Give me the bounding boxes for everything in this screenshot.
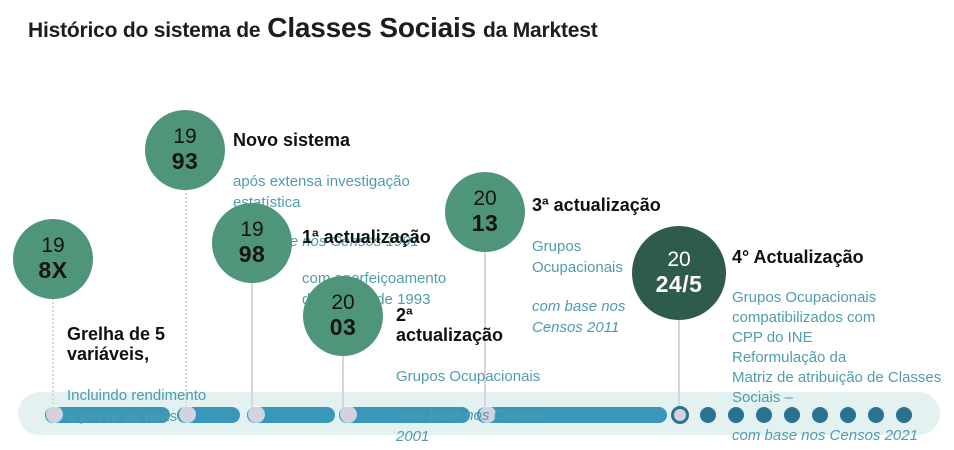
milestone-note: com base nos Censos 2011 [532, 298, 626, 336]
milestone-heading: Novo sistema [233, 130, 351, 150]
milestone-note: com base nos Censos 2001 [396, 407, 545, 445]
year-bottom: 13 [471, 209, 499, 236]
year-top: 20 [473, 187, 497, 211]
timeline-dot [756, 407, 772, 423]
year-bottom: 8X [38, 256, 68, 283]
timeline-trailing-dots [700, 407, 912, 423]
year-bottom: 24/5 [655, 270, 703, 297]
year-top: 19 [173, 125, 197, 149]
year-circle-2003: 20 03 [303, 276, 383, 356]
year-top: 19 [41, 234, 65, 258]
timeline-segment-3 [247, 407, 335, 423]
milestone-heading: Grelha de 5 variáveis, [67, 324, 166, 364]
milestone-heading: 3ª actualização [532, 195, 661, 215]
timeline-dot [728, 407, 744, 423]
milestone-body: Grupos Ocupacionais [396, 368, 541, 385]
year-circle-1998: 19 98 [212, 203, 292, 283]
year-top: 20 [331, 291, 355, 315]
connector-line-2013 [484, 212, 486, 415]
milestone-text-2013: 3ª actualização Grupos Ocupacionais com … [532, 177, 661, 356]
timeline-dot [896, 407, 912, 423]
timeline-segment-5 [477, 407, 667, 423]
timeline-marker-dot-3 [249, 407, 264, 422]
connector-line-1993 [185, 150, 187, 415]
title-highlight: Classes Sociais [267, 12, 476, 43]
year-circle-2013: 20 13 [445, 172, 525, 252]
connector-line-198x [52, 259, 54, 415]
year-circle-2024: 20 24/5 [632, 226, 726, 320]
year-bottom: 93 [171, 147, 199, 174]
timeline-ring-marker [671, 406, 689, 424]
timeline-marker-dot-4 [341, 407, 356, 422]
milestone-heading: 4° Actualização [732, 247, 864, 267]
year-top: 19 [240, 218, 264, 242]
title-prefix: Histórico do sistema de [28, 19, 261, 42]
year-circle-1993: 19 93 [145, 110, 225, 190]
year-circle-198x: 19 8X [13, 219, 93, 299]
timeline-marker-dot-1 [47, 407, 62, 422]
timeline-dot [812, 407, 828, 423]
milestone-text-2003: 2ª actualização Grupos Ocupacionais com … [396, 287, 544, 450]
year-top: 20 [667, 248, 691, 272]
timeline-marker-dot-2 [180, 407, 195, 422]
milestone-text-2024: 4° Actualização Grupos Ocupacionais comp… [732, 229, 941, 450]
timeline-segment-4 [339, 407, 470, 423]
connector-line-1998 [251, 243, 253, 415]
connector-line-2024 [678, 273, 680, 406]
milestone-body: Grupos Ocupacionais compatibilizados com… [732, 289, 942, 406]
timeline-dot [700, 407, 716, 423]
timeline-marker-dot-5 [480, 407, 495, 422]
title-suffix: da Marktest [483, 19, 598, 42]
page-title: Histórico do sistema de Classes Sociais da… [28, 12, 598, 44]
year-bottom: 98 [238, 240, 266, 267]
connector-line-2003 [342, 316, 344, 415]
milestone-body: Grupos Ocupacionais [532, 238, 623, 276]
milestone-heading: 1ª actualização [302, 227, 431, 247]
year-bottom: 03 [329, 313, 357, 340]
milestone-body: Incluindo rendimento e posse de bens [67, 387, 207, 425]
milestone-heading: 2ª actualização [396, 305, 504, 345]
timeline-dot [840, 407, 856, 423]
timeline-dot [868, 407, 884, 423]
milestone-note: com base nos Censos 2021 [732, 427, 918, 444]
milestone-text-198x: Grelha de 5 variáveis, Incluindo rendime… [67, 306, 206, 450]
timeline-dot [784, 407, 800, 423]
timeline-segment-1 [45, 407, 170, 423]
